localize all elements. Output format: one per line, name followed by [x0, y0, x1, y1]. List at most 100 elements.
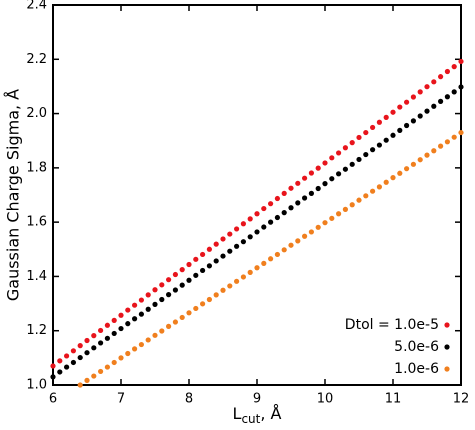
data-point — [77, 343, 83, 349]
data-point — [247, 269, 253, 275]
data-point — [438, 98, 444, 104]
data-point — [356, 197, 362, 203]
data-point — [172, 271, 178, 278]
data-point — [302, 233, 308, 239]
data-point — [138, 341, 144, 348]
data-point — [84, 377, 90, 383]
data-point — [91, 345, 97, 351]
data-point — [397, 127, 403, 133]
data-point — [172, 319, 178, 325]
data-point — [84, 350, 90, 356]
data-point — [254, 265, 260, 271]
data-point — [458, 129, 464, 136]
data-point — [125, 307, 131, 313]
data-point — [247, 234, 253, 240]
data-point — [349, 140, 355, 146]
data-point — [111, 330, 117, 337]
data-point — [431, 103, 437, 109]
data-point — [220, 253, 226, 259]
data-point — [186, 277, 192, 283]
data-point — [322, 181, 328, 187]
data-point — [132, 302, 138, 308]
data-point — [451, 64, 457, 70]
data-point — [125, 321, 131, 327]
data-point — [234, 226, 240, 232]
data-point — [186, 261, 192, 268]
data-point — [234, 243, 240, 249]
data-point — [159, 282, 165, 288]
data-point — [424, 84, 430, 90]
data-point — [166, 277, 172, 283]
data-point — [152, 287, 158, 293]
data-point — [268, 256, 274, 262]
data-point — [342, 166, 348, 172]
data-point — [213, 241, 219, 247]
data-point — [227, 283, 233, 289]
data-point — [111, 317, 117, 323]
data-point — [336, 171, 342, 177]
data-point — [410, 118, 416, 124]
data-point — [383, 137, 389, 143]
data-point — [206, 263, 212, 269]
data-point — [444, 68, 450, 75]
data-point — [172, 287, 178, 293]
data-point — [64, 364, 70, 370]
data-point — [200, 301, 206, 307]
data-point — [322, 220, 328, 226]
data-point — [268, 219, 274, 225]
data-point — [240, 274, 246, 280]
data-point — [193, 272, 199, 278]
data-point — [329, 215, 335, 221]
data-point — [363, 151, 369, 158]
x-tick-label: 11 — [385, 392, 402, 407]
data-point — [159, 296, 165, 303]
data-point — [295, 200, 301, 206]
data-point — [404, 166, 410, 172]
data-point — [220, 236, 226, 242]
data-point — [132, 346, 138, 352]
data-point — [254, 211, 260, 217]
data-point — [376, 184, 382, 190]
data-point — [138, 311, 144, 317]
data-point — [104, 335, 110, 341]
data-point — [390, 175, 396, 181]
data-point — [315, 224, 321, 230]
data-point — [159, 328, 165, 334]
data-point — [315, 185, 321, 192]
data-point — [268, 201, 274, 207]
data-point — [227, 248, 233, 254]
y-axis-label: Gaussian Charge Sigma, Å — [4, 89, 23, 301]
data-point — [234, 278, 240, 284]
y-tick-label: 1.0 — [26, 378, 47, 393]
data-point — [370, 147, 376, 153]
data-point — [118, 355, 124, 361]
data-point — [404, 122, 410, 129]
y-tick-label: 2.4 — [26, 0, 47, 13]
data-point — [50, 363, 56, 369]
data-point — [206, 246, 212, 252]
data-point — [281, 247, 287, 253]
data-point — [152, 332, 158, 338]
x-tick-label: 10 — [317, 392, 334, 407]
data-point — [166, 292, 172, 298]
legend-text: Dtol = 1.0e-5 — [345, 317, 439, 333]
data-point — [281, 210, 287, 216]
y-tick-label: 2.2 — [26, 52, 47, 67]
data-point — [132, 316, 138, 322]
data-point — [281, 190, 287, 196]
x-label-suffix: , Å — [260, 404, 281, 423]
data-point — [458, 58, 464, 65]
data-point — [166, 323, 172, 329]
data-point — [193, 256, 199, 262]
data-point — [145, 292, 151, 298]
data-point — [349, 161, 355, 167]
data-point — [424, 108, 430, 114]
data-point — [200, 251, 206, 258]
x-axis-label: Lcut, Å — [233, 404, 282, 426]
data-point — [240, 221, 246, 227]
y-tick-label: 1.8 — [26, 160, 47, 175]
data-point — [261, 260, 267, 266]
data-point — [70, 359, 76, 366]
data-point — [206, 296, 212, 303]
